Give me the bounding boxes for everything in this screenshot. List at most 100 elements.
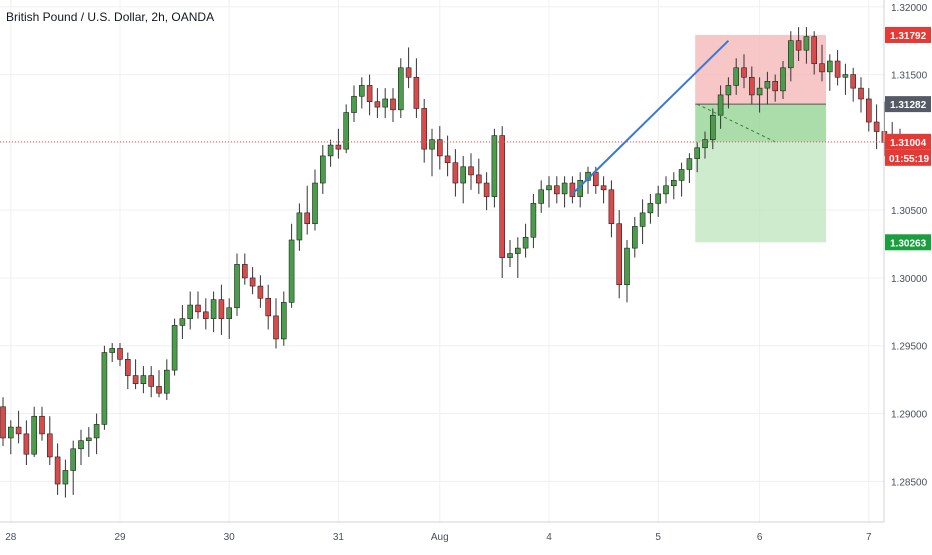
candle-down — [54, 456, 61, 485]
candle-up — [491, 135, 498, 197]
candle-up — [694, 147, 701, 159]
candle-down — [741, 67, 747, 78]
candle-up — [78, 440, 84, 450]
candle-up — [280, 302, 287, 340]
candle-down — [23, 433, 30, 455]
candle-up — [787, 40, 794, 69]
target-price-tag-text: 1.30263 — [890, 238, 927, 249]
candle-down — [483, 182, 490, 197]
candle-down — [858, 87, 864, 100]
candle-down — [608, 189, 615, 225]
overlays — [0, 39, 884, 195]
y-tick-label: 1.29500 — [891, 342, 928, 353]
candle-down — [592, 171, 599, 187]
target-zone-filled — [695, 104, 826, 142]
candle-down — [366, 85, 373, 102]
candle-down — [273, 315, 279, 340]
candle-up — [93, 424, 100, 439]
candle-down — [156, 386, 162, 394]
candle-up — [655, 193, 662, 204]
candle-down — [873, 121, 880, 132]
candle-down — [850, 74, 857, 89]
chart-title: British Pound / U.S. Dollar, 2h, OANDA — [6, 10, 214, 24]
candle-down — [499, 135, 506, 258]
target-price-tag — [885, 234, 931, 251]
candle-up — [226, 307, 232, 319]
position-zones — [695, 34, 826, 243]
candle-up — [429, 139, 435, 150]
candle-up — [8, 426, 14, 439]
candle-up — [717, 94, 724, 116]
candle-up — [678, 169, 685, 181]
candle-up — [826, 60, 833, 73]
candle-up — [397, 67, 404, 111]
candle-up — [109, 348, 115, 353]
candle-down — [475, 174, 482, 184]
candle-up — [624, 247, 630, 286]
candle-up — [530, 203, 537, 238]
candle-down — [218, 299, 225, 319]
candle-down — [405, 67, 412, 78]
candle-up — [803, 36, 810, 51]
candle-up — [210, 299, 217, 319]
candle-up — [764, 81, 771, 89]
candle-up — [663, 185, 669, 195]
candle-up — [686, 158, 693, 170]
y-tick-label: 1.32000 — [891, 3, 928, 14]
candle-up — [327, 144, 334, 157]
candle-up — [179, 318, 186, 326]
candle-down — [436, 139, 443, 157]
candle-down — [242, 264, 248, 279]
candle-up — [733, 67, 740, 86]
candle-up — [670, 180, 677, 187]
candle-down — [125, 358, 131, 376]
axes: 1.320001.315001.310001.305001.300001.295… — [0, 0, 931, 543]
entry-price-tag — [885, 96, 931, 113]
candle-up — [187, 304, 193, 319]
candle-up — [780, 67, 786, 92]
grid — [0, 0, 884, 522]
candle-down — [553, 185, 560, 195]
candle-down — [865, 98, 872, 123]
x-tick-label: 31 — [333, 532, 345, 543]
stop-price-tag-text: 1.31792 — [890, 31, 927, 42]
x-tick-label: 30 — [224, 532, 236, 543]
candle-up — [756, 87, 763, 96]
candle-down — [132, 375, 139, 385]
last-price-tag-text: 1.31004 — [890, 138, 927, 149]
candle-up — [140, 375, 147, 385]
candle-down — [195, 304, 201, 313]
candle-down — [616, 223, 623, 286]
entry-price-tag-text: 1.31282 — [890, 100, 927, 111]
candle-up — [842, 74, 849, 78]
candle-down — [39, 415, 45, 435]
candle-down — [834, 60, 841, 78]
candle-down — [413, 76, 420, 109]
y-tick-label: 1.30000 — [891, 274, 928, 285]
x-tick-label: 4 — [546, 532, 552, 543]
candle-down — [421, 108, 428, 150]
candle-up — [631, 226, 638, 249]
candle-up — [101, 352, 108, 425]
y-tick-label: 1.28500 — [891, 477, 928, 488]
candle-down — [772, 81, 779, 92]
candle-up — [31, 415, 38, 455]
x-tick-label: 7 — [866, 532, 872, 543]
candle-up — [319, 155, 326, 184]
candle-up — [86, 437, 92, 441]
candle-up — [234, 264, 240, 309]
candle-down — [569, 182, 576, 197]
candle-down — [249, 277, 256, 287]
candle-up — [522, 236, 529, 249]
candle-down — [819, 63, 825, 73]
candle-up — [725, 85, 732, 96]
x-tick-label: 5 — [655, 532, 661, 543]
candle-down — [795, 40, 802, 51]
candle-up — [343, 112, 350, 150]
candle-down — [148, 375, 154, 387]
candle-down — [444, 155, 451, 164]
stop-price-tag — [885, 26, 931, 43]
candle-up — [709, 114, 716, 140]
